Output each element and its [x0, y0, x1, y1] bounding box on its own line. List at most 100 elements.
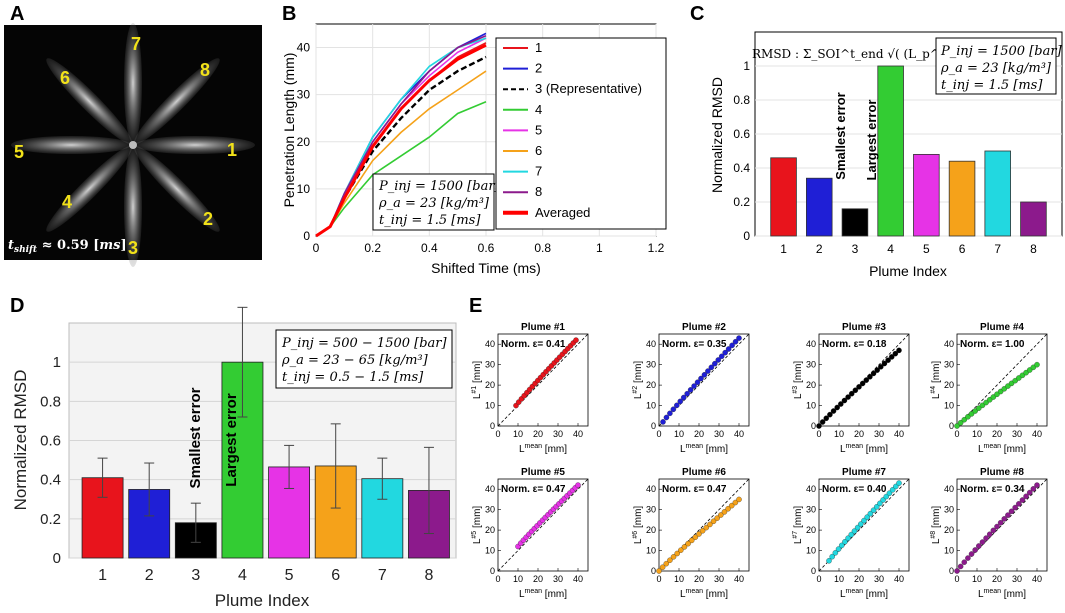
chart-c-cond-pinj: P_inj = 1500 [bar] [940, 44, 1063, 59]
y-tick-label: 30 [485, 505, 495, 515]
identity-line [956, 333, 1048, 427]
x-tick-label: 30 [714, 429, 724, 439]
data-point [698, 375, 704, 382]
y-tick-label: 40 [944, 484, 954, 494]
data-point [845, 535, 851, 541]
y-tick-label: 0 [651, 421, 656, 431]
data-point [696, 531, 702, 537]
x-tick-label: 2 [816, 242, 823, 256]
chart-c-cond-rho: ρ_a = 23 [kg/m³] [940, 61, 1052, 76]
y-tick-label: 0 [651, 566, 656, 576]
data-point [834, 404, 840, 411]
chart-c-y-ticks: 0 0.2 0.4 0.6 0.8 1 [733, 59, 750, 243]
legend-label: 3 (Representative) [535, 81, 642, 96]
data-point [986, 397, 993, 403]
scatter-x-label: Lmean [mm] [978, 443, 1026, 455]
chart-b-cond-pinj: P_inj = 1500 [bar] [378, 179, 501, 194]
scatter-x-label: Lmean [mm] [978, 588, 1026, 600]
data-point [893, 483, 899, 490]
y-tick-label: 40 [944, 339, 954, 349]
scatter-error-value: Norm. ε= 1.00 [960, 339, 1025, 350]
y-tick-label: 10 [485, 401, 495, 411]
identity-line [497, 478, 589, 572]
chart-c-bars [770, 65, 1047, 237]
scatter-plume-8: 00 10 10 20 20 30 30 40 40 Plume #8 Norm. ε= 0.34 L… [930, 467, 1048, 600]
chart-b-legend [495, 37, 667, 230]
legend-label: 2 [535, 61, 542, 76]
chart-c-y-label: Normalized RMSD [709, 77, 725, 193]
panel-b-penetration-chart: 0 0.2 0.4 0.6 0.8 1 1.2 0 10 20 30 40 Shifted Time… [281, 23, 667, 276]
y-tick-label: 30 [806, 505, 816, 515]
x-tick-label: 20 [854, 574, 864, 584]
chart-c-x-ticks: 1 2 3 4 5 6 7 8 [780, 242, 1037, 256]
spray-plumes [11, 23, 255, 267]
panel-label-a: A [10, 3, 24, 25]
series-line-averaged [315, 43, 487, 238]
data-point [714, 515, 720, 521]
x-tick-label: 4 [887, 242, 894, 256]
data-point [674, 550, 680, 557]
y-tick-label: 0.2 [733, 195, 750, 209]
y-tick-label: 40 [485, 339, 495, 349]
data-point [870, 370, 877, 377]
scatter-x-label: Lmean [mm] [680, 588, 728, 600]
data-point [983, 535, 989, 541]
y-tick-label: 0.4 [733, 161, 750, 175]
data-point [659, 564, 666, 570]
plume-number-2: 2 [203, 209, 213, 229]
spray-plume [46, 58, 133, 145]
x-tick-label: 0.4 [421, 241, 438, 255]
x-tick-label: 7 [994, 242, 1001, 256]
legend-label: 5 [535, 122, 542, 137]
data-point [729, 342, 735, 349]
y-tick-label: 20 [646, 380, 656, 390]
x-tick-label: 20 [694, 429, 704, 439]
x-tick-label: 0 [656, 574, 661, 584]
plume-number-3: 3 [128, 238, 138, 258]
scatter-y-label: L#7 [mm] [792, 506, 804, 545]
spray-plume [135, 136, 255, 154]
data-point [691, 383, 697, 389]
data-point [1001, 516, 1008, 522]
y-tick-label: 0 [490, 566, 495, 576]
data-point [861, 517, 867, 524]
data-point [965, 555, 971, 561]
data-point [957, 563, 964, 570]
legend-label: 8 [535, 184, 542, 199]
bar-7 [984, 150, 1011, 237]
x-tick-label: 10 [834, 429, 844, 439]
chart-b-cond-tinj: t_inj = 1.5 [ms] [379, 213, 481, 228]
scatter-error-value: Norm. ε= 0.34 [960, 484, 1025, 495]
scatter-error-value: Norm. ε= 0.40 [822, 484, 887, 495]
data-point [968, 551, 975, 557]
data-point [1008, 508, 1015, 515]
data-point [699, 528, 706, 534]
scatter-title: Plume #8 [980, 467, 1024, 478]
chart-b-y-label: Penetration Length (mm) [281, 53, 297, 208]
x-tick-label: 1.2 [648, 241, 665, 255]
panel-label-e: E [469, 295, 482, 317]
x-tick-label: 4 [238, 567, 247, 584]
data-point [896, 347, 902, 354]
data-point [663, 560, 670, 567]
y-tick-label: 40 [485, 484, 495, 494]
data-point [883, 493, 890, 500]
data-point [979, 539, 986, 545]
y-tick-label: 1 [743, 59, 750, 73]
x-tick-label: 40 [734, 429, 744, 439]
data-point [972, 547, 978, 553]
scatter-title: Plume #1 [521, 322, 565, 333]
y-tick-label: 0.8 [40, 393, 61, 410]
x-tick-label: 5 [285, 567, 294, 584]
x-tick-label: 8 [425, 567, 434, 584]
panel-a-spray-image: 7 8 6 5 1 4 2 3 tshift ≈ 0.59 [ms] [4, 23, 262, 267]
x-tick-label: 10 [513, 574, 523, 584]
data-point [886, 490, 893, 496]
data-point [656, 568, 662, 574]
scatter-plume-4: 00 10 10 20 20 30 30 40 40 Plume #4 Norm. ε= 1.00 L… [930, 322, 1048, 455]
data-point [845, 394, 851, 400]
y-tick-label: 30 [944, 360, 954, 370]
x-tick-label: 30 [874, 574, 884, 584]
spray-plume [133, 145, 220, 232]
